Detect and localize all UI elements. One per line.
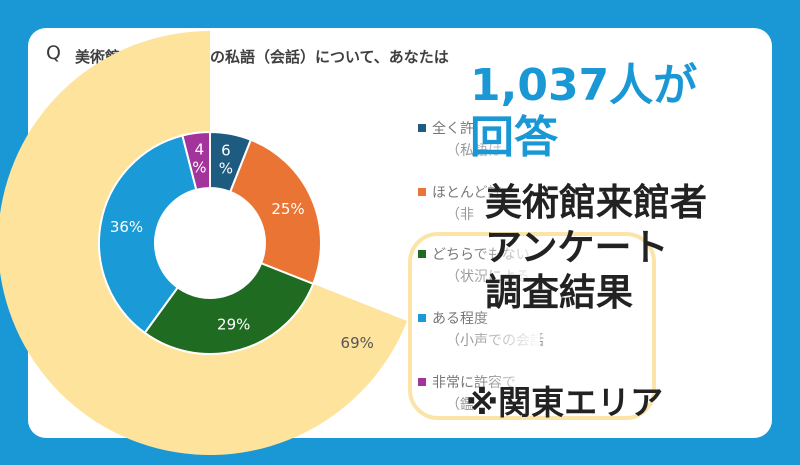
legend-swatch	[418, 188, 426, 196]
legend-sublabel: （非	[446, 207, 474, 223]
data-label: 4%	[192, 141, 206, 177]
legend-swatch	[418, 124, 426, 132]
headline: 美術館来館者 アンケート 調査結果	[485, 180, 707, 315]
data-label: 29%	[217, 316, 250, 334]
pie-slice	[228, 138, 322, 286]
legend-label: 全く許	[432, 121, 474, 137]
outer-slice	[0, 31, 408, 455]
data-label: 25%	[271, 200, 304, 218]
region-note: ※関東エリア	[466, 383, 664, 422]
pie-slice	[143, 261, 315, 355]
legend-swatch	[418, 314, 426, 322]
data-labels: 69% 6 % 25% 29% 36% 4%	[110, 141, 374, 352]
legend-sublabel: （鑑	[446, 397, 474, 413]
headline-line: 美術館来館者	[485, 181, 707, 224]
respondent-count: 1,037人が回答	[470, 60, 698, 163]
pie-slice	[98, 134, 198, 335]
inner-ring	[98, 130, 322, 355]
headline-line: 調査結果	[485, 271, 633, 314]
highlight-box	[408, 232, 656, 420]
pie-slice	[181, 130, 211, 191]
headline-line: アンケート	[485, 226, 669, 269]
legend-swatch	[418, 378, 426, 386]
data-label: 36%	[110, 218, 143, 236]
data-label: 6%	[219, 142, 233, 178]
legend-fade	[470, 112, 540, 412]
outer-ring	[0, 31, 408, 455]
question-marker: Q	[46, 42, 61, 64]
outer-data-label: 69%	[341, 334, 374, 352]
